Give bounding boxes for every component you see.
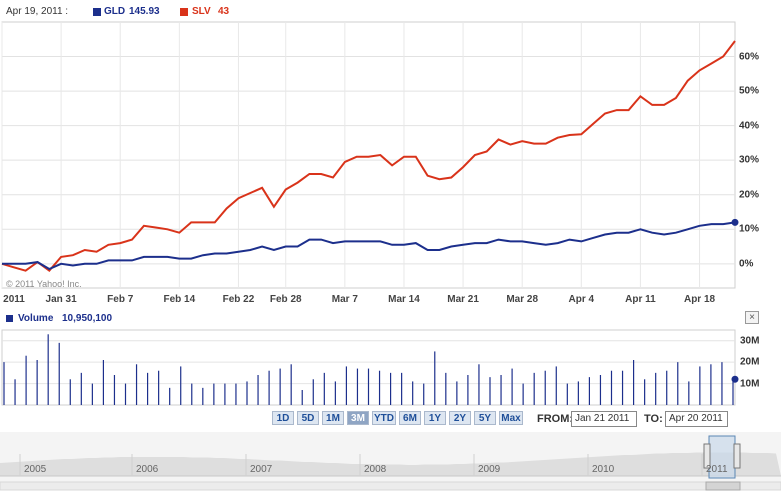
range-button-1y[interactable]: 1Y — [424, 411, 446, 425]
volume-end-marker — [731, 375, 739, 383]
y-tick-label: 10% — [739, 223, 760, 235]
navigator-year-label: 2005 — [24, 464, 47, 475]
slv-color-swatch — [180, 8, 188, 16]
x-tick-label: Apr 18 — [683, 294, 716, 305]
x-tick-label: Feb 28 — [269, 294, 302, 305]
y-tick-label: 20% — [739, 189, 760, 201]
range-button-3m[interactable]: 3M — [347, 411, 369, 425]
range-button-ytd[interactable]: YTD — [372, 411, 396, 425]
navigator-right-handle[interactable] — [733, 443, 741, 469]
volume-label: Volume — [18, 313, 54, 324]
slv-legend-value: 43 — [218, 6, 230, 17]
range-button-2y[interactable]: 2Y — [449, 411, 471, 425]
range-button-5d[interactable]: 5D — [297, 411, 319, 425]
x-tick-label: Feb 14 — [163, 294, 196, 305]
x-tick-label: Apr 4 — [568, 294, 595, 305]
volume-color-swatch — [6, 315, 13, 322]
from-date-input[interactable]: Jan 21 2011 — [571, 411, 637, 427]
from-label: FROM: — [537, 413, 574, 425]
navigator-left-handle[interactable] — [703, 443, 711, 469]
x-axis: 2011 Jan 31 Feb 7 Feb 14 Feb 22 Feb 28 Mar 7 Ma… — [0, 290, 781, 308]
volume-value: 10,950,100 — [62, 313, 113, 324]
gld-legend-label: GLD — [104, 6, 126, 17]
navigator-year-label: 2007 — [250, 464, 273, 475]
x-tick-label: Apr 11 — [625, 294, 656, 305]
navigator-scrollbar[interactable] — [0, 481, 781, 491]
volume-tick-label: 10M — [740, 378, 760, 390]
y-tick-label: 50% — [739, 85, 760, 97]
navigator-year-label: 2011 — [706, 464, 728, 475]
copyright-text: © 2011 Yahoo! Inc. — [6, 279, 82, 289]
x-tick-label: Mar 14 — [388, 294, 420, 305]
y-tick-label: 40% — [739, 120, 760, 132]
x-tick-label: Mar 28 — [506, 294, 539, 305]
legend-date: Apr 19, 2011 : — [6, 6, 69, 17]
plot-area — [1, 21, 736, 289]
volume-tick-label: 30M — [740, 335, 760, 347]
navigator-area — [0, 452, 781, 476]
chart-legend: Apr 19, 2011 : GLD 145.93 SLV 43 — [0, 0, 781, 22]
x-tick-label: Feb 22 — [222, 294, 255, 305]
volume-tick-label: 20M — [740, 356, 760, 368]
range-button-6m[interactable]: 6M — [399, 411, 421, 425]
x-tick-label: Mar 7 — [331, 294, 358, 305]
x-tick-label: Jan 31 — [45, 294, 77, 305]
range-button-max[interactable]: Max — [499, 411, 523, 425]
navigator-year-label: 2006 — [136, 464, 159, 475]
close-volume-button[interactable]: × — [745, 311, 759, 324]
slv-series-line — [1, 40, 736, 273]
range-button-1m[interactable]: 1M — [322, 411, 344, 425]
y-tick-label: 60% — [739, 51, 760, 63]
x-tick-label: 2011 — [3, 294, 25, 305]
slv-legend-label: SLV — [192, 6, 211, 17]
gld-end-marker — [731, 218, 739, 226]
y-tick-label: 30% — [739, 154, 760, 166]
range-button-5y[interactable]: 5Y — [474, 411, 496, 425]
price-chart[interactable] — [0, 20, 781, 290]
gld-legend-value: 145.93 — [129, 6, 160, 17]
navigator-year-label: 2010 — [592, 464, 615, 475]
navigator-scroll-thumb[interactable] — [705, 481, 741, 491]
x-tick-label: Feb 7 — [107, 294, 134, 305]
volume-chart — [1, 329, 739, 406]
volume-header: Volume 10,950,100 — [0, 309, 781, 327]
x-tick-label: Mar 21 — [447, 294, 479, 305]
to-date-input[interactable]: Apr 20 2011 — [665, 411, 728, 427]
gld-series-line — [2, 221, 736, 271]
timeline-navigator[interactable] — [0, 432, 781, 492]
to-label: TO: — [644, 413, 663, 425]
gld-color-swatch — [93, 8, 101, 16]
range-button-1d[interactable]: 1D — [272, 411, 294, 425]
navigator-year-label: 2009 — [478, 464, 501, 475]
y-tick-label: 0% — [739, 258, 754, 270]
navigator-year-label: 2008 — [364, 464, 387, 475]
